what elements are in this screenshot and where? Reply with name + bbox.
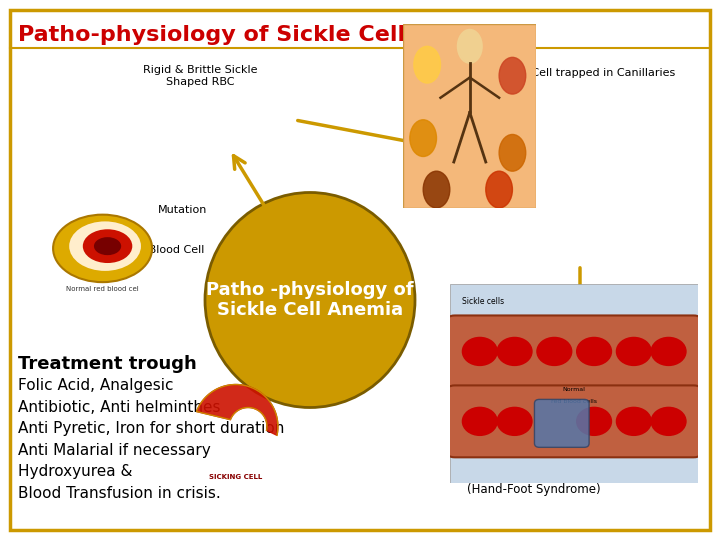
FancyBboxPatch shape (445, 386, 703, 457)
FancyBboxPatch shape (445, 315, 703, 387)
Text: Mutation: Mutation (158, 205, 207, 215)
Circle shape (486, 171, 513, 208)
Circle shape (577, 407, 611, 435)
Text: Sickle cells: Sickle cells (462, 298, 505, 307)
Circle shape (616, 407, 651, 435)
Circle shape (498, 338, 532, 366)
Text: red blood cells: red blood cells (552, 400, 597, 404)
Circle shape (458, 30, 482, 63)
Circle shape (537, 338, 572, 366)
Text: Causes symptoms: Causes symptoms (570, 310, 671, 320)
Circle shape (577, 338, 611, 366)
Text: Patho -physiology of
Sickle Cell Anemia: Patho -physiology of Sickle Cell Anemia (206, 281, 414, 319)
Circle shape (498, 407, 532, 435)
Text: Folic Acid, Analgesic
Antibiotic, Anti helminthes
Anti Pyretic, Iron for short d: Folic Acid, Analgesic Antibiotic, Anti h… (18, 378, 284, 501)
Text: Sickle Cell trapped in Canillaries: Sickle Cell trapped in Canillaries (495, 68, 675, 78)
Circle shape (651, 338, 686, 366)
Ellipse shape (53, 214, 152, 282)
Polygon shape (197, 384, 278, 435)
Text: SICKING CELL: SICKING CELL (210, 474, 262, 480)
Text: Normal Red Blood Cell: Normal Red Blood Cell (80, 245, 204, 255)
Ellipse shape (94, 237, 121, 255)
Circle shape (462, 407, 498, 435)
Circle shape (462, 338, 498, 366)
Text: Normal: Normal (563, 387, 585, 393)
Text: Treatment trough: Treatment trough (18, 355, 197, 373)
Circle shape (616, 338, 651, 366)
Circle shape (651, 407, 686, 435)
Circle shape (414, 46, 441, 83)
Text: Normal red blood cel: Normal red blood cel (66, 286, 139, 292)
Ellipse shape (69, 221, 141, 271)
Ellipse shape (83, 230, 132, 263)
Ellipse shape (205, 192, 415, 408)
Text: Patho-physiology of Sickle Cell Anemia: Patho-physiology of Sickle Cell Anemia (18, 25, 507, 45)
Text: Rigid & Brittle Sickle
Shaped RBC: Rigid & Brittle Sickle Shaped RBC (143, 65, 257, 86)
FancyBboxPatch shape (534, 400, 589, 447)
Circle shape (423, 171, 450, 208)
Circle shape (410, 120, 436, 157)
Circle shape (499, 57, 526, 94)
Circle shape (499, 134, 526, 171)
Text: Pallor
Frequent jaundice
Bone & Body ache
Enlarged Spleen
Retarded Growth
Freque: Pallor Frequent jaundice Bone & Body ach… (452, 360, 600, 496)
